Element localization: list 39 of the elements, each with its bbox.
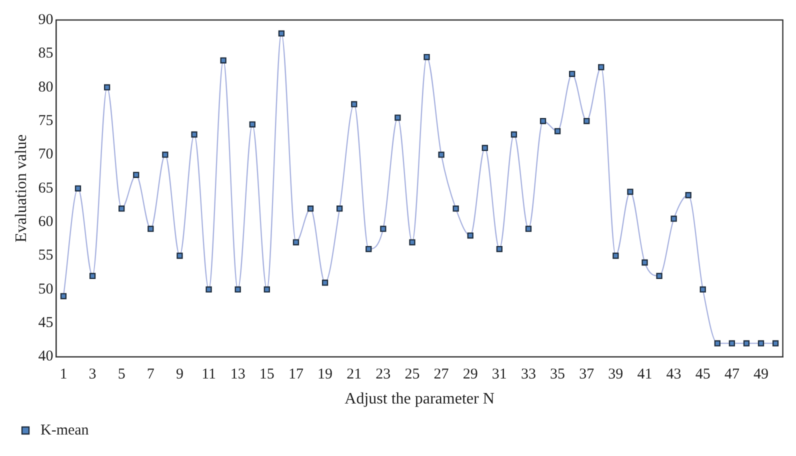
x-tick-label: 15 <box>259 366 274 383</box>
x-tick-label: 33 <box>520 366 536 383</box>
x-tick-label: 25 <box>404 366 420 383</box>
x-tick-label: 29 <box>462 366 478 383</box>
x-tick-label: 47 <box>724 366 740 383</box>
y-tick-label: 50 <box>38 281 54 298</box>
x-tick-label: 23 <box>376 366 391 383</box>
y-axis-title: Evaluation value <box>12 134 30 242</box>
x-tick-label: 5 <box>118 366 126 383</box>
y-tick-label: 80 <box>38 79 54 96</box>
y-tick-label: 75 <box>38 112 54 129</box>
x-tick-label: 13 <box>230 366 246 383</box>
x-tick-label: 7 <box>146 366 155 383</box>
x-tick-label: 43 <box>666 366 682 383</box>
x-tick-label: 31 <box>492 366 507 383</box>
x-tick-label: 39 <box>608 366 624 383</box>
y-tick-label: 55 <box>38 248 54 264</box>
y-tick-label: 90 <box>38 12 54 28</box>
legend-label: K-mean <box>40 422 90 438</box>
y-tick-label: 65 <box>38 180 54 196</box>
y-tick-label: 60 <box>38 214 54 230</box>
x-tick-label: 3 <box>88 366 96 383</box>
x-tick-label: 45 <box>695 366 710 383</box>
x-tick-label: 27 <box>434 366 450 383</box>
y-tick-label: 85 <box>38 46 54 62</box>
x-tick-label: 11 <box>202 366 216 383</box>
x-tick-label: 37 <box>579 366 595 383</box>
x-axis-title: Adjust the parameter N <box>344 390 495 408</box>
x-tick-label: 19 <box>318 366 333 383</box>
y-tick-label: 70 <box>38 146 54 163</box>
x-tick-label: 1 <box>60 366 68 383</box>
x-tick-label: 41 <box>637 366 652 383</box>
y-tick-label: 45 <box>38 315 54 332</box>
x-tick-label: 17 <box>288 366 304 383</box>
x-tick-label: 35 <box>550 366 566 383</box>
x-tick-label: 9 <box>176 366 184 383</box>
y-tick-label: 40 <box>38 348 54 365</box>
x-tick-label: 49 <box>754 366 768 383</box>
x-tick-label: 21 <box>346 366 362 383</box>
